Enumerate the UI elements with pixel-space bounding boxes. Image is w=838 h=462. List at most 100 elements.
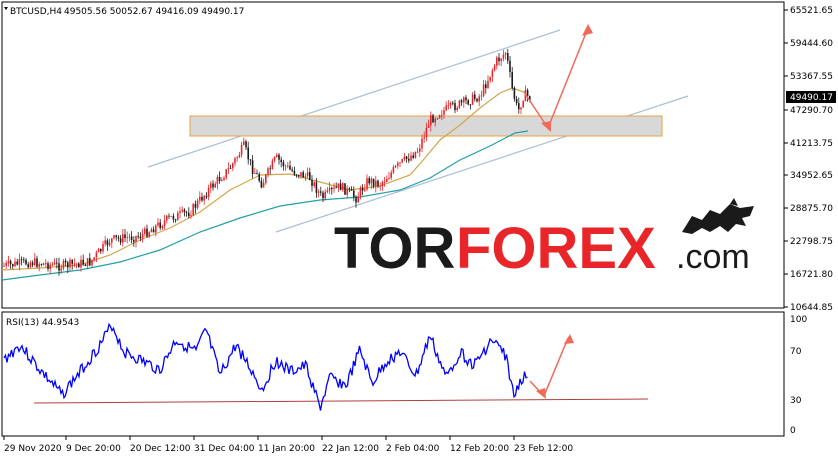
candle-body: [133, 239, 135, 242]
candle-body: [337, 183, 340, 188]
candle-body: [328, 187, 331, 191]
candle-body: [20, 259, 23, 260]
candle-body: [106, 240, 109, 246]
candle-body: [247, 147, 249, 160]
candle-body: [159, 222, 161, 228]
rsi-level-line: [33, 398, 649, 404]
candle-body: [480, 95, 483, 97]
candle-body: [410, 155, 412, 161]
candle-body: [447, 104, 450, 106]
candle-body: [3, 265, 5, 267]
candle-body: [97, 248, 100, 253]
candle-body: [467, 100, 469, 105]
candle-body: [324, 191, 326, 199]
torforex-watermark: TOR FOREX .com: [334, 198, 754, 281]
candle-body: [45, 263, 47, 265]
svg-text:TOR: TOR: [334, 216, 455, 281]
candle-body: [254, 173, 256, 174]
candle-body: [245, 141, 247, 148]
candle-body: [150, 229, 153, 233]
price-tick-label: 65521.65: [790, 6, 833, 16]
candle-body: [392, 167, 395, 173]
candle-body: [412, 155, 414, 158]
candle-body: [390, 172, 392, 178]
candle-body: [529, 96, 531, 101]
candle-body: [203, 195, 205, 201]
candle-body: [249, 159, 252, 161]
candle-body: [370, 178, 373, 184]
candle-body: [346, 188, 348, 195]
candle-body: [29, 262, 32, 268]
candle-body: [196, 200, 199, 208]
candle-body: [210, 183, 212, 189]
candle-body: [438, 115, 441, 119]
candle-body: [454, 103, 456, 111]
rsi-level-label: 100: [790, 315, 807, 325]
candle-body: [348, 188, 351, 190]
candle-body: [278, 154, 280, 160]
candle-body: [262, 182, 265, 188]
candle-body: [260, 180, 263, 188]
candle-body: [51, 264, 54, 266]
candle-body: [12, 264, 14, 267]
candle-body: [456, 107, 458, 111]
candle-body: [128, 236, 131, 238]
svg-text:.com: .com: [676, 238, 750, 276]
candle-body: [357, 196, 359, 203]
candle-body: [342, 183, 344, 191]
candle-body: [18, 259, 21, 265]
candle-body: [155, 225, 157, 233]
candle-body: [520, 107, 522, 110]
candle-body: [181, 209, 183, 212]
candle-body: [71, 259, 73, 264]
candle-body: [493, 65, 496, 71]
candle-body: [56, 262, 58, 264]
candle-body: [31, 262, 34, 266]
candle-body: [194, 204, 197, 208]
price-tick-label: 34952.65: [790, 171, 833, 181]
candle-body: [271, 160, 274, 170]
candle-body: [100, 248, 102, 252]
candle-body: [474, 94, 476, 99]
candle-body: [183, 209, 186, 213]
candle-body: [34, 258, 36, 266]
candle-body: [199, 196, 201, 201]
candle-body: [47, 263, 49, 269]
candle-body: [317, 191, 320, 193]
candle-body: [458, 100, 461, 108]
candle-body: [53, 262, 56, 265]
candle-body: [137, 235, 139, 237]
candle-body: [414, 151, 417, 158]
candle-body: [174, 219, 177, 221]
rsi-level-label: 30: [790, 396, 802, 406]
rsi-axis: 100 70 30 0: [790, 315, 807, 436]
candle-body: [518, 103, 520, 110]
candle-body: [282, 162, 285, 167]
candle-body: [168, 215, 170, 217]
candle-body: [383, 181, 386, 183]
candle-body: [432, 115, 434, 123]
candle-body: [95, 252, 98, 258]
candle-body: [482, 84, 485, 96]
time-tick-label: 23 Feb 12:00: [514, 444, 573, 454]
time-tick-label: 20 Dec 12:00: [130, 444, 191, 454]
candle-body: [463, 97, 465, 103]
candle-body: [381, 182, 384, 186]
candle-body: [311, 179, 313, 186]
candle-body: [113, 235, 115, 239]
candle-body: [509, 60, 511, 72]
candle-body: [91, 259, 93, 266]
price-candles: [3, 48, 531, 276]
candle-body: [139, 236, 142, 239]
candle-body: [135, 235, 137, 242]
candle-body: [23, 259, 25, 261]
candle-body: [326, 190, 329, 192]
symbol-marker-icon: [4, 7, 8, 10]
time-tick-label: 9 Dec 20:00: [66, 444, 121, 454]
candle-body: [205, 195, 208, 197]
candle-body: [265, 174, 267, 183]
candle-body: [192, 204, 194, 216]
rsi-label: RSI(13) 44.9543: [6, 318, 79, 328]
candle-body: [487, 80, 489, 88]
